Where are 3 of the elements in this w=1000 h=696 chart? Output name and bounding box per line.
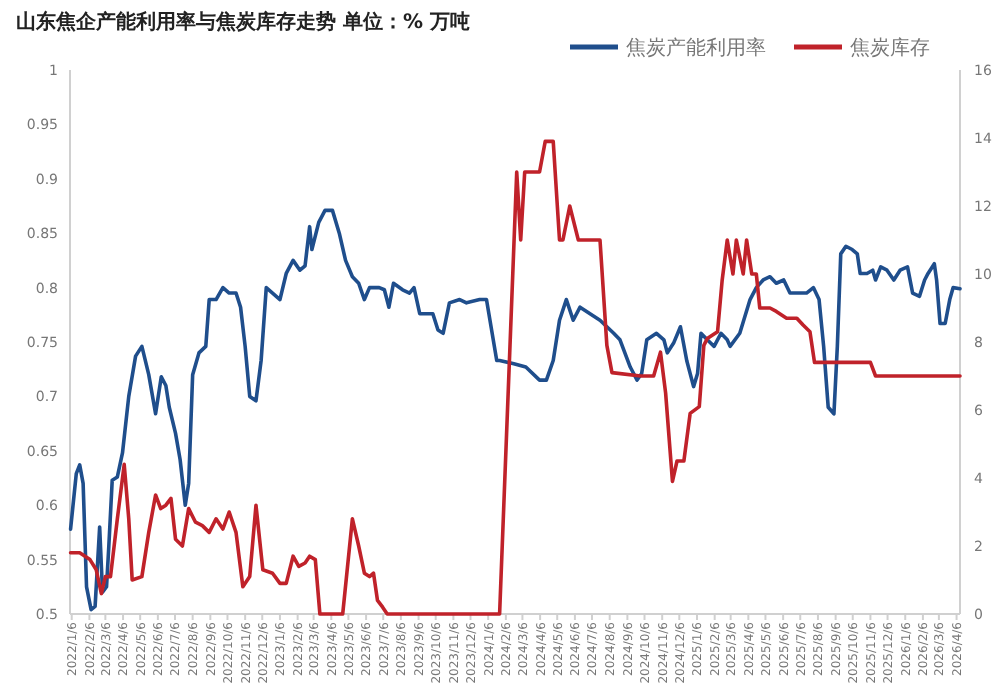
chart-title: 山东焦企产能利用率与焦炭库存走势 单位：% 万吨 — [16, 10, 470, 34]
legend-label: 焦炭库存 — [850, 36, 930, 60]
legend-label: 焦炭产能利用率 — [626, 36, 766, 60]
